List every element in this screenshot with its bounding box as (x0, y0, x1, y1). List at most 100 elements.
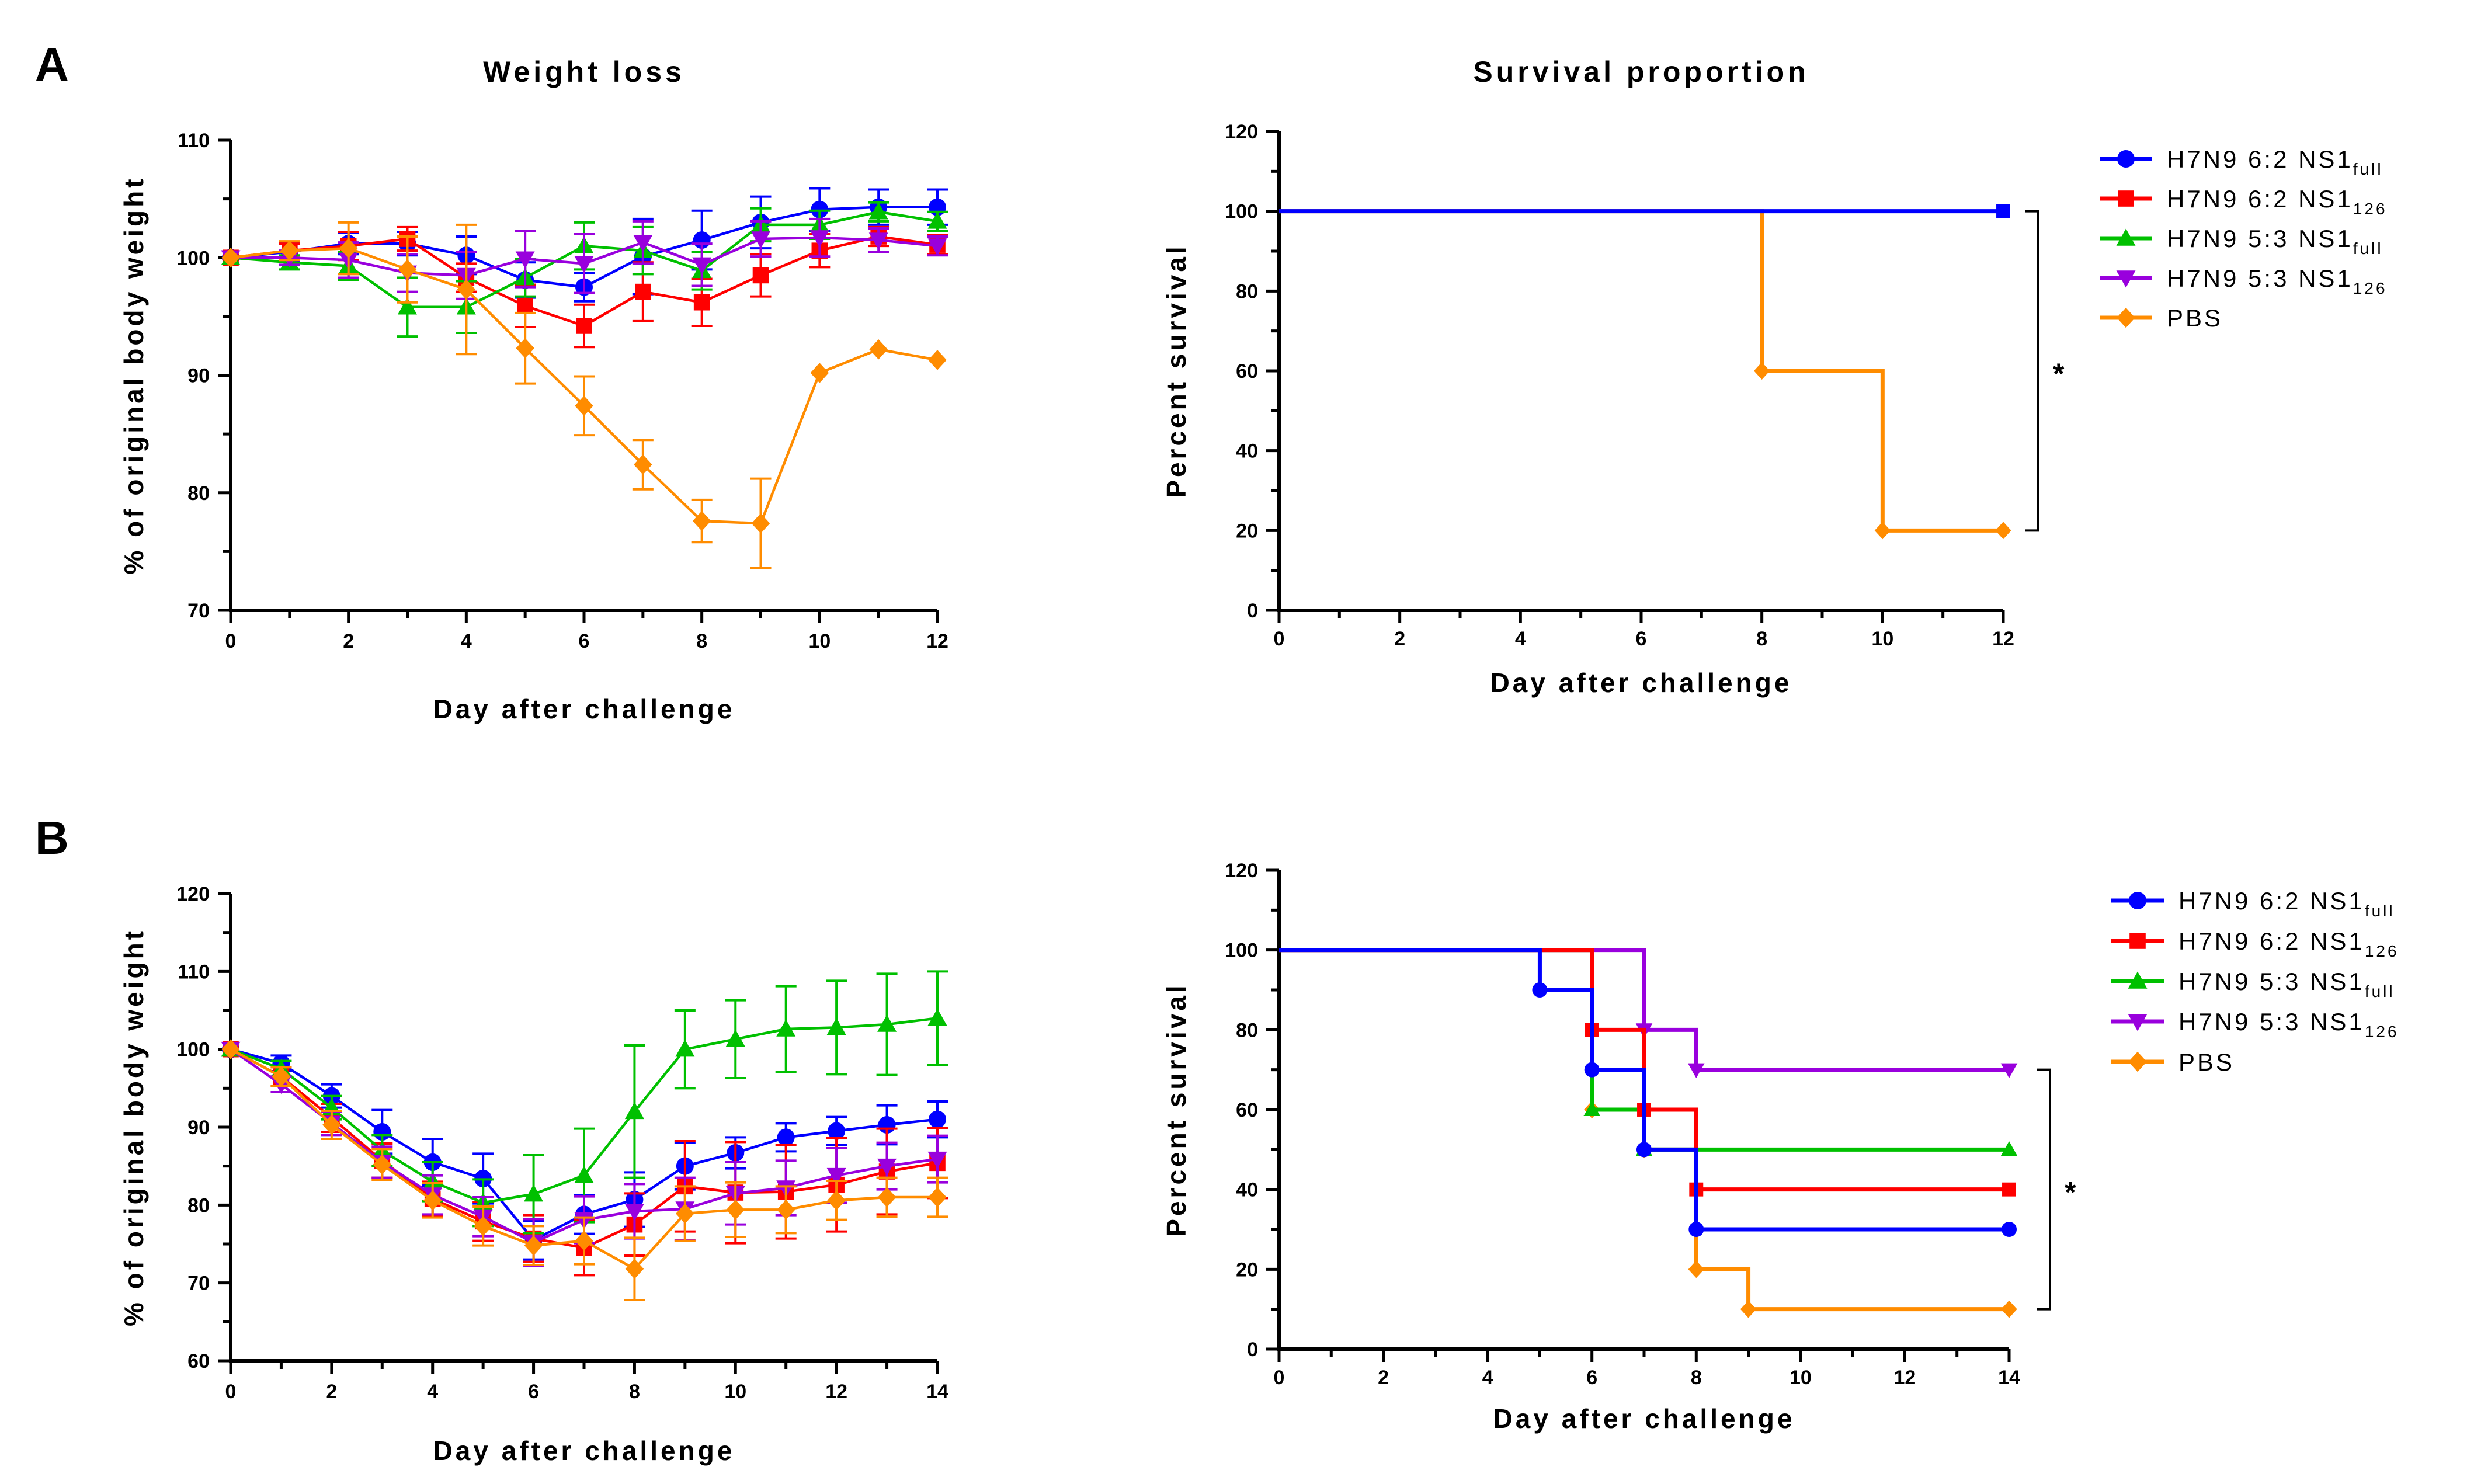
panel-letter-a: A (35, 39, 69, 91)
x-tick-label-8: 8 (696, 630, 707, 652)
series-h7n9-5-3-ns1full (1279, 948, 2018, 1156)
data-point-day-13 (877, 1014, 897, 1032)
data-point-day-1 (280, 240, 299, 261)
legend-label: H7N9 5:3 NS1126 (2167, 265, 2388, 297)
y-tick-label-60: 60 (1236, 1099, 1258, 1121)
x-tick-label-10: 10 (1871, 628, 1893, 650)
x-tick-label-10: 10 (1790, 1367, 1812, 1389)
x-tick-label-0: 0 (1274, 628, 1285, 650)
survival-step-line (1279, 209, 2003, 533)
legend-marker (2128, 971, 2148, 989)
legend-marker (2116, 270, 2136, 288)
y-tick-label-100: 100 (176, 247, 210, 269)
data-point-day-14 (929, 1110, 946, 1128)
legend-marker (2128, 1014, 2148, 1031)
y-tick-label-60: 60 (1236, 360, 1258, 383)
data-point-day-8 (692, 510, 711, 531)
data-point-day-10 (809, 230, 829, 248)
data-point-day-11 (869, 339, 888, 360)
survival-point-day-9 (1740, 1300, 1757, 1318)
data-point-day-13 (877, 1158, 897, 1176)
survival-step-line (1279, 948, 2009, 1232)
y-tick-label-120: 120 (1225, 860, 1258, 882)
legend-item-pbs: PBS (2100, 304, 2221, 332)
y-tick-label-90: 90 (187, 1117, 210, 1139)
data-point-day-13 (877, 1187, 897, 1208)
legend-subscript: full (2353, 160, 2383, 178)
x-axis-label: Day after challenge (1493, 1403, 1795, 1434)
data-point-day-8 (692, 257, 712, 274)
series-pbs (1279, 948, 2017, 1318)
data-point-day-10 (811, 200, 829, 218)
survival-point-day-12 (1996, 204, 2010, 218)
survival-point-day-8 (1688, 1222, 1704, 1237)
survival-point-day-12 (1995, 522, 2011, 540)
survival-point-day-5 (1532, 982, 1548, 998)
data-point-day-3 (398, 259, 417, 280)
legend-subscript: full (2365, 982, 2395, 1000)
data-point-day-4 (423, 1190, 442, 1211)
legend-item-pbs: PBS (2111, 1048, 2232, 1076)
survival-point-day-6 (1583, 1101, 1601, 1117)
survival-point-day-14 (2002, 1222, 2017, 1237)
data-point-day-6 (576, 318, 592, 334)
legend-marker (2116, 228, 2136, 246)
legend-subscript: full (2365, 902, 2395, 920)
data-point-day-3 (373, 1123, 391, 1141)
legend-item-h7n9-5-3-ns1full: H7N9 5:3 NS1full (2111, 968, 2395, 1000)
survival-point-day-14 (2000, 1141, 2018, 1156)
y-tick-label-60: 60 (187, 1350, 210, 1372)
y-tick-label-120: 120 (1225, 121, 1258, 143)
panel-letter-b: B (35, 812, 69, 864)
legend-item-h7n9-5-3-ns1full: H7N9 5:3 NS1full (2100, 225, 2381, 258)
y-tick-label-90: 90 (187, 365, 210, 387)
data-point-day-7 (633, 235, 653, 252)
y-tick-label-80: 80 (187, 482, 210, 505)
data-point-day-10 (725, 1029, 745, 1047)
y-tick-label-20: 20 (1236, 1259, 1258, 1281)
data-point-day-9 (751, 513, 770, 534)
x-tick-label-6: 6 (1636, 628, 1647, 650)
y-tick-label-100: 100 (1225, 940, 1258, 962)
y-tick-label-80: 80 (1236, 280, 1258, 303)
data-point-day-12 (826, 1167, 846, 1186)
series-h7n9-5-3-ns1full (221, 970, 948, 1235)
survival-chart-b: 0 2 4 6 8 10 12 14 0 20 40 60 80 100 120 Day after chal… (1161, 860, 2399, 1434)
data-point-day-11 (777, 1128, 795, 1146)
data-point-day-6 (575, 395, 593, 416)
y-tick-label-0: 0 (1247, 600, 1258, 622)
data-point-day-9 (752, 267, 769, 284)
x-tick-label-0: 0 (225, 1381, 237, 1403)
x-tick-label-8: 8 (629, 1381, 640, 1403)
data-point-day-14 (927, 1008, 947, 1026)
x-tick-label-10: 10 (724, 1381, 746, 1403)
data-point-day-8 (625, 1259, 644, 1279)
survival-point-day-14 (2000, 1063, 2018, 1078)
series-pbs (221, 1039, 948, 1301)
legend: H7N9 6:2 NS1full H7N9 6:2 NS1126 H7N9 5:3 … (2111, 887, 2399, 1076)
weight-loss-chart-b: 0 2 4 6 8 10 12 14 60 70 80 90 100 110 120 Day after ch… (119, 883, 948, 1466)
legend-label: H7N9 6:2 NS1126 (2178, 927, 2399, 960)
x-tick-label-2: 2 (1394, 628, 1405, 650)
data-point-day-12 (827, 1190, 846, 1211)
data-point-day-14 (928, 1187, 947, 1208)
legend-label: H7N9 5:3 NS1full (2178, 968, 2395, 1000)
legend-subscript: 126 (2353, 279, 2388, 297)
y-tick-label-40: 40 (1236, 440, 1258, 463)
data-point-day-7 (574, 1166, 594, 1183)
x-tick-label-2: 2 (1378, 1367, 1389, 1389)
y-axis-label: % of original body weight (119, 176, 149, 574)
data-point-day-6 (574, 256, 594, 273)
legend-marker (2118, 190, 2134, 207)
chart-title: Survival proportion (1473, 55, 1809, 88)
data-point-day-8 (624, 1101, 644, 1120)
data-point-day-9 (676, 1203, 694, 1224)
data-point-day-12 (826, 1017, 846, 1035)
legend-item-h7n9-6-2-ns1126: H7N9 6:2 NS1126 (2111, 927, 2399, 960)
data-point-day-6 (524, 1235, 543, 1256)
significance-bracket: * (2037, 1068, 2076, 1311)
y-tick-label-110: 110 (178, 961, 210, 983)
x-tick-label-4: 4 (1515, 628, 1526, 650)
series-h7n9-6-2-ns1126 (1279, 948, 2016, 1197)
x-tick-label-12: 12 (926, 630, 948, 652)
